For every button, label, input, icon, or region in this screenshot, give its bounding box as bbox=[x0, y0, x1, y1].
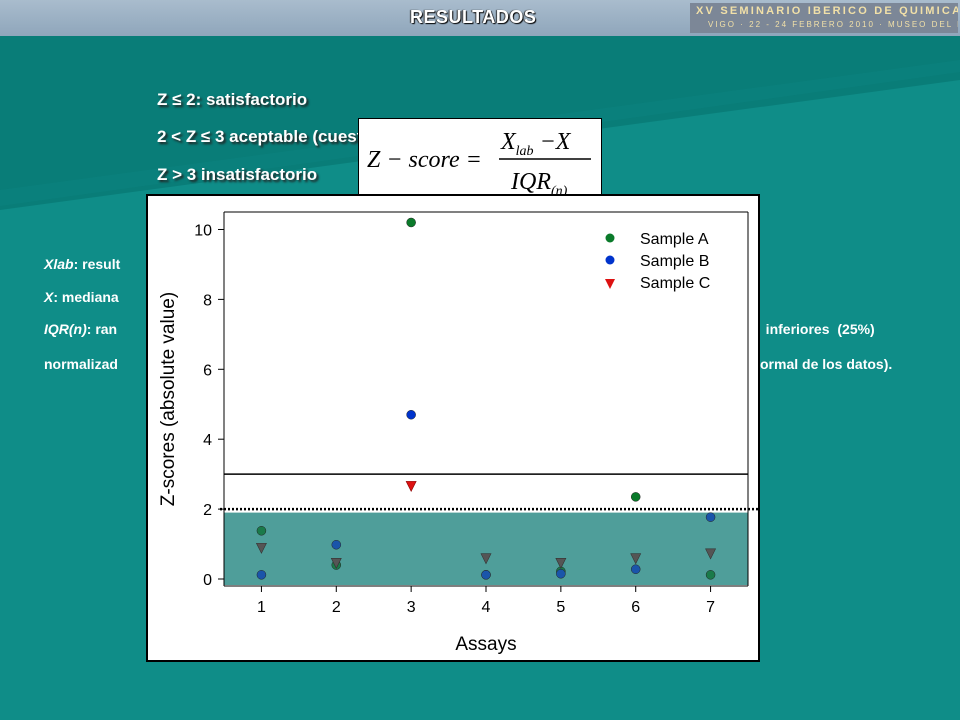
definition-iqr-tail: e inferiores (25%) bbox=[750, 321, 875, 337]
legend-label-sample-a: Sample A bbox=[640, 231, 709, 248]
sample-c-point bbox=[555, 557, 567, 569]
legend-label-sample-b: Sample B bbox=[640, 253, 709, 270]
sample-c-point bbox=[405, 481, 417, 493]
criterion-unsatisfactory: Z > 3 insatisfactorio bbox=[157, 165, 318, 184]
formula-numerator: Xlab −X bbox=[500, 129, 572, 159]
formula-denominator: IQR(n) bbox=[510, 169, 568, 199]
x-tick-label: 2 bbox=[332, 599, 341, 616]
sample-c-point bbox=[705, 548, 717, 560]
y-tick-label: 4 bbox=[203, 432, 212, 449]
legend-marker-sample-c bbox=[605, 279, 615, 289]
legend-label-sample-c: Sample C bbox=[640, 275, 710, 292]
sample-b-point bbox=[481, 570, 491, 580]
sample-a-point bbox=[630, 492, 641, 502]
sample-b-point bbox=[406, 409, 416, 420]
definition-x: X: mediana bbox=[44, 289, 119, 305]
sample-b-point bbox=[556, 569, 566, 579]
zscore-formula: Z − score = Xlab −X IQR(n) bbox=[358, 118, 602, 200]
banner-line-2: VIGO · 22 - 24 FEBRERO 2010 · MUSEO DEL … bbox=[708, 20, 958, 29]
conference-banner-logo: XV SEMINARIO IBERICO DE QUIMICA MARINA V… bbox=[690, 3, 958, 33]
sample-c-point bbox=[255, 542, 267, 554]
definition-normalized: normalizad bbox=[44, 356, 118, 372]
sample-a-point bbox=[406, 217, 416, 228]
y-tick-label: 10 bbox=[194, 222, 212, 239]
x-axis-label: Assays bbox=[455, 634, 516, 655]
definition-iqr: IQR(n): ran bbox=[44, 321, 118, 337]
sample-c-point bbox=[630, 553, 642, 565]
sample-b-point bbox=[331, 540, 342, 550]
sample-b-point bbox=[256, 570, 267, 580]
definition-normalized-tail: ormal de los datos). bbox=[760, 356, 893, 372]
sample-a-point bbox=[256, 526, 267, 536]
header-bar: RESULTADOS XV SEMINARIO IBERICO DE QUIMI… bbox=[0, 0, 960, 36]
x-tick-label: 3 bbox=[407, 599, 416, 616]
y-tick-label: 6 bbox=[203, 362, 212, 379]
sample-c-point bbox=[480, 553, 492, 565]
x-tick-label: 4 bbox=[482, 599, 491, 616]
sample-c-point bbox=[330, 557, 342, 569]
x-tick-label: 7 bbox=[706, 599, 715, 616]
legend-marker-sample-b bbox=[605, 255, 615, 265]
x-tick-label: 1 bbox=[257, 599, 266, 616]
y-tick-label: 8 bbox=[203, 292, 212, 309]
criterion-satisfactory: Z ≤ 2: satisfactorio bbox=[157, 90, 308, 109]
y-tick-label: 2 bbox=[203, 502, 212, 519]
x-tick-label: 6 bbox=[631, 599, 640, 616]
sample-a-point bbox=[705, 570, 716, 580]
y-axis-label: Z-scores (absolute value) bbox=[158, 292, 179, 506]
legend-marker-sample-a bbox=[605, 233, 615, 243]
zscore-chart: 0 2 4 6 8 10 1 2 3 4 5 6 7 Assays Z-scores (absolute v… bbox=[146, 194, 760, 662]
y-tick-label: 0 bbox=[203, 572, 212, 589]
x-tick-label: 5 bbox=[556, 599, 565, 616]
page-title: RESULTADOS bbox=[410, 7, 537, 27]
formula-lhs: Z − score = bbox=[367, 147, 482, 173]
sample-b-point bbox=[705, 512, 716, 522]
banner-line-1: XV SEMINARIO IBERICO DE QUIMICA MARINA bbox=[696, 5, 958, 17]
definition-xlab: Xlab: result bbox=[44, 256, 121, 272]
sample-b-point bbox=[630, 564, 641, 574]
